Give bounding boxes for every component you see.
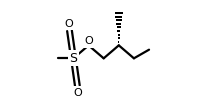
Text: S: S (69, 52, 78, 65)
Text: O: O (73, 88, 82, 98)
Text: O: O (65, 19, 73, 29)
Text: O: O (84, 36, 93, 46)
